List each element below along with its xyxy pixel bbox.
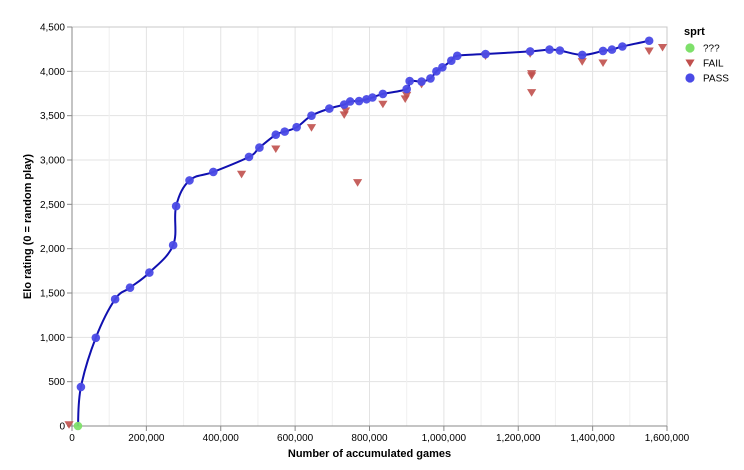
pass-point: [378, 89, 388, 99]
y-tick-label: 500: [48, 377, 65, 388]
pass-point: [545, 45, 554, 54]
y-tick-label: 3,000: [40, 156, 65, 167]
x-tick-label: 1,000,000: [422, 433, 467, 444]
pass-point: [110, 294, 120, 304]
pass-point: [405, 76, 414, 86]
x-tick-label: 0: [69, 433, 75, 444]
pass-point: [354, 96, 364, 106]
pass-point: [307, 111, 316, 120]
pass-point: [185, 176, 194, 185]
fail-point: [527, 72, 537, 80]
pass-point: [125, 283, 135, 292]
pass-point: [555, 46, 565, 55]
y-tick-label: 4,500: [40, 23, 65, 34]
x-axis: 0 200,000 400,000 600,000 800,000 1,000,000 1,…: [69, 425, 690, 444]
pass-point: [618, 42, 627, 51]
legend-title: sprt: [684, 26, 705, 38]
y-tick-label: 0: [59, 422, 65, 433]
unknown-point: [73, 421, 83, 431]
y-tick-label: 1,500: [40, 289, 65, 300]
legend-swatch-pass: [685, 73, 695, 83]
legend-label: FAIL: [703, 59, 724, 70]
y-tick-label: 2,000: [40, 244, 65, 255]
pass-point: [171, 201, 181, 211]
fail-point: [341, 107, 351, 115]
pass-point: [426, 74, 435, 83]
pass-point: [255, 143, 264, 152]
pass-point: [168, 240, 178, 250]
fail-point: [271, 145, 281, 154]
x-tick-label: 400,000: [203, 433, 240, 444]
y-tick-label: 4,000: [40, 67, 65, 78]
pass-point: [280, 127, 290, 136]
fail-point: [598, 59, 608, 68]
fail-point: [644, 47, 654, 56]
pass-point: [145, 268, 154, 277]
pass-point: [76, 382, 86, 392]
pass-point: [481, 49, 490, 59]
pass-point: [607, 45, 617, 54]
pass-point: [644, 36, 654, 46]
pass-point: [447, 56, 456, 65]
pass-point: [525, 47, 535, 56]
pass-point: [452, 51, 462, 61]
y-axis-title: Elo rating (0 = random play): [22, 154, 34, 300]
pass-point: [438, 63, 447, 72]
data-marks: [64, 36, 668, 431]
pass-point: [402, 84, 411, 94]
x-tick-label: 200,000: [128, 433, 165, 444]
legend-label: ???: [703, 44, 720, 55]
y-tick-label: 2,500: [40, 200, 65, 211]
pass-point: [368, 93, 377, 102]
pass-point: [244, 152, 254, 162]
pass-point: [417, 77, 426, 86]
grid: [71, 26, 668, 427]
fail-point: [527, 89, 537, 97]
x-tick-label: 1,600,000: [645, 433, 690, 444]
pass-point: [325, 104, 334, 113]
pass-point: [577, 50, 587, 60]
x-axis-title: Number of accumulated games: [288, 448, 451, 460]
fail-point: [657, 43, 668, 52]
x-tick-label: 1,400,000: [570, 433, 615, 444]
legend-label: PASS: [703, 74, 729, 85]
pass-point: [292, 122, 301, 132]
fail-point: [64, 421, 74, 429]
x-tick-label: 600,000: [277, 433, 314, 444]
pass-point: [209, 167, 218, 177]
pass-point: [345, 97, 355, 106]
x-tick-label: 800,000: [351, 433, 388, 444]
legend-swatch-fail: [685, 59, 695, 68]
legend: sprt ??? FAIL PASS: [684, 26, 729, 85]
fail-point: [236, 170, 247, 179]
fail-point: [577, 58, 587, 66]
fail-point: [353, 179, 363, 187]
y-tick-label: 1,000: [40, 333, 65, 344]
x-tick-label: 1,200,000: [496, 433, 541, 444]
pass-point: [271, 130, 281, 140]
fail-point: [306, 124, 317, 132]
y-tick-label: 3,500: [40, 111, 65, 122]
y-axis: 0 500 1,000 1,500 2,000 2,500 3,000 3,500 4,000 4…: [40, 23, 73, 433]
legend-swatch-unknown: [685, 43, 695, 53]
pass-point: [598, 46, 608, 56]
fail-point: [402, 91, 412, 100]
pass-point: [91, 333, 101, 343]
fail-point: [378, 100, 388, 109]
